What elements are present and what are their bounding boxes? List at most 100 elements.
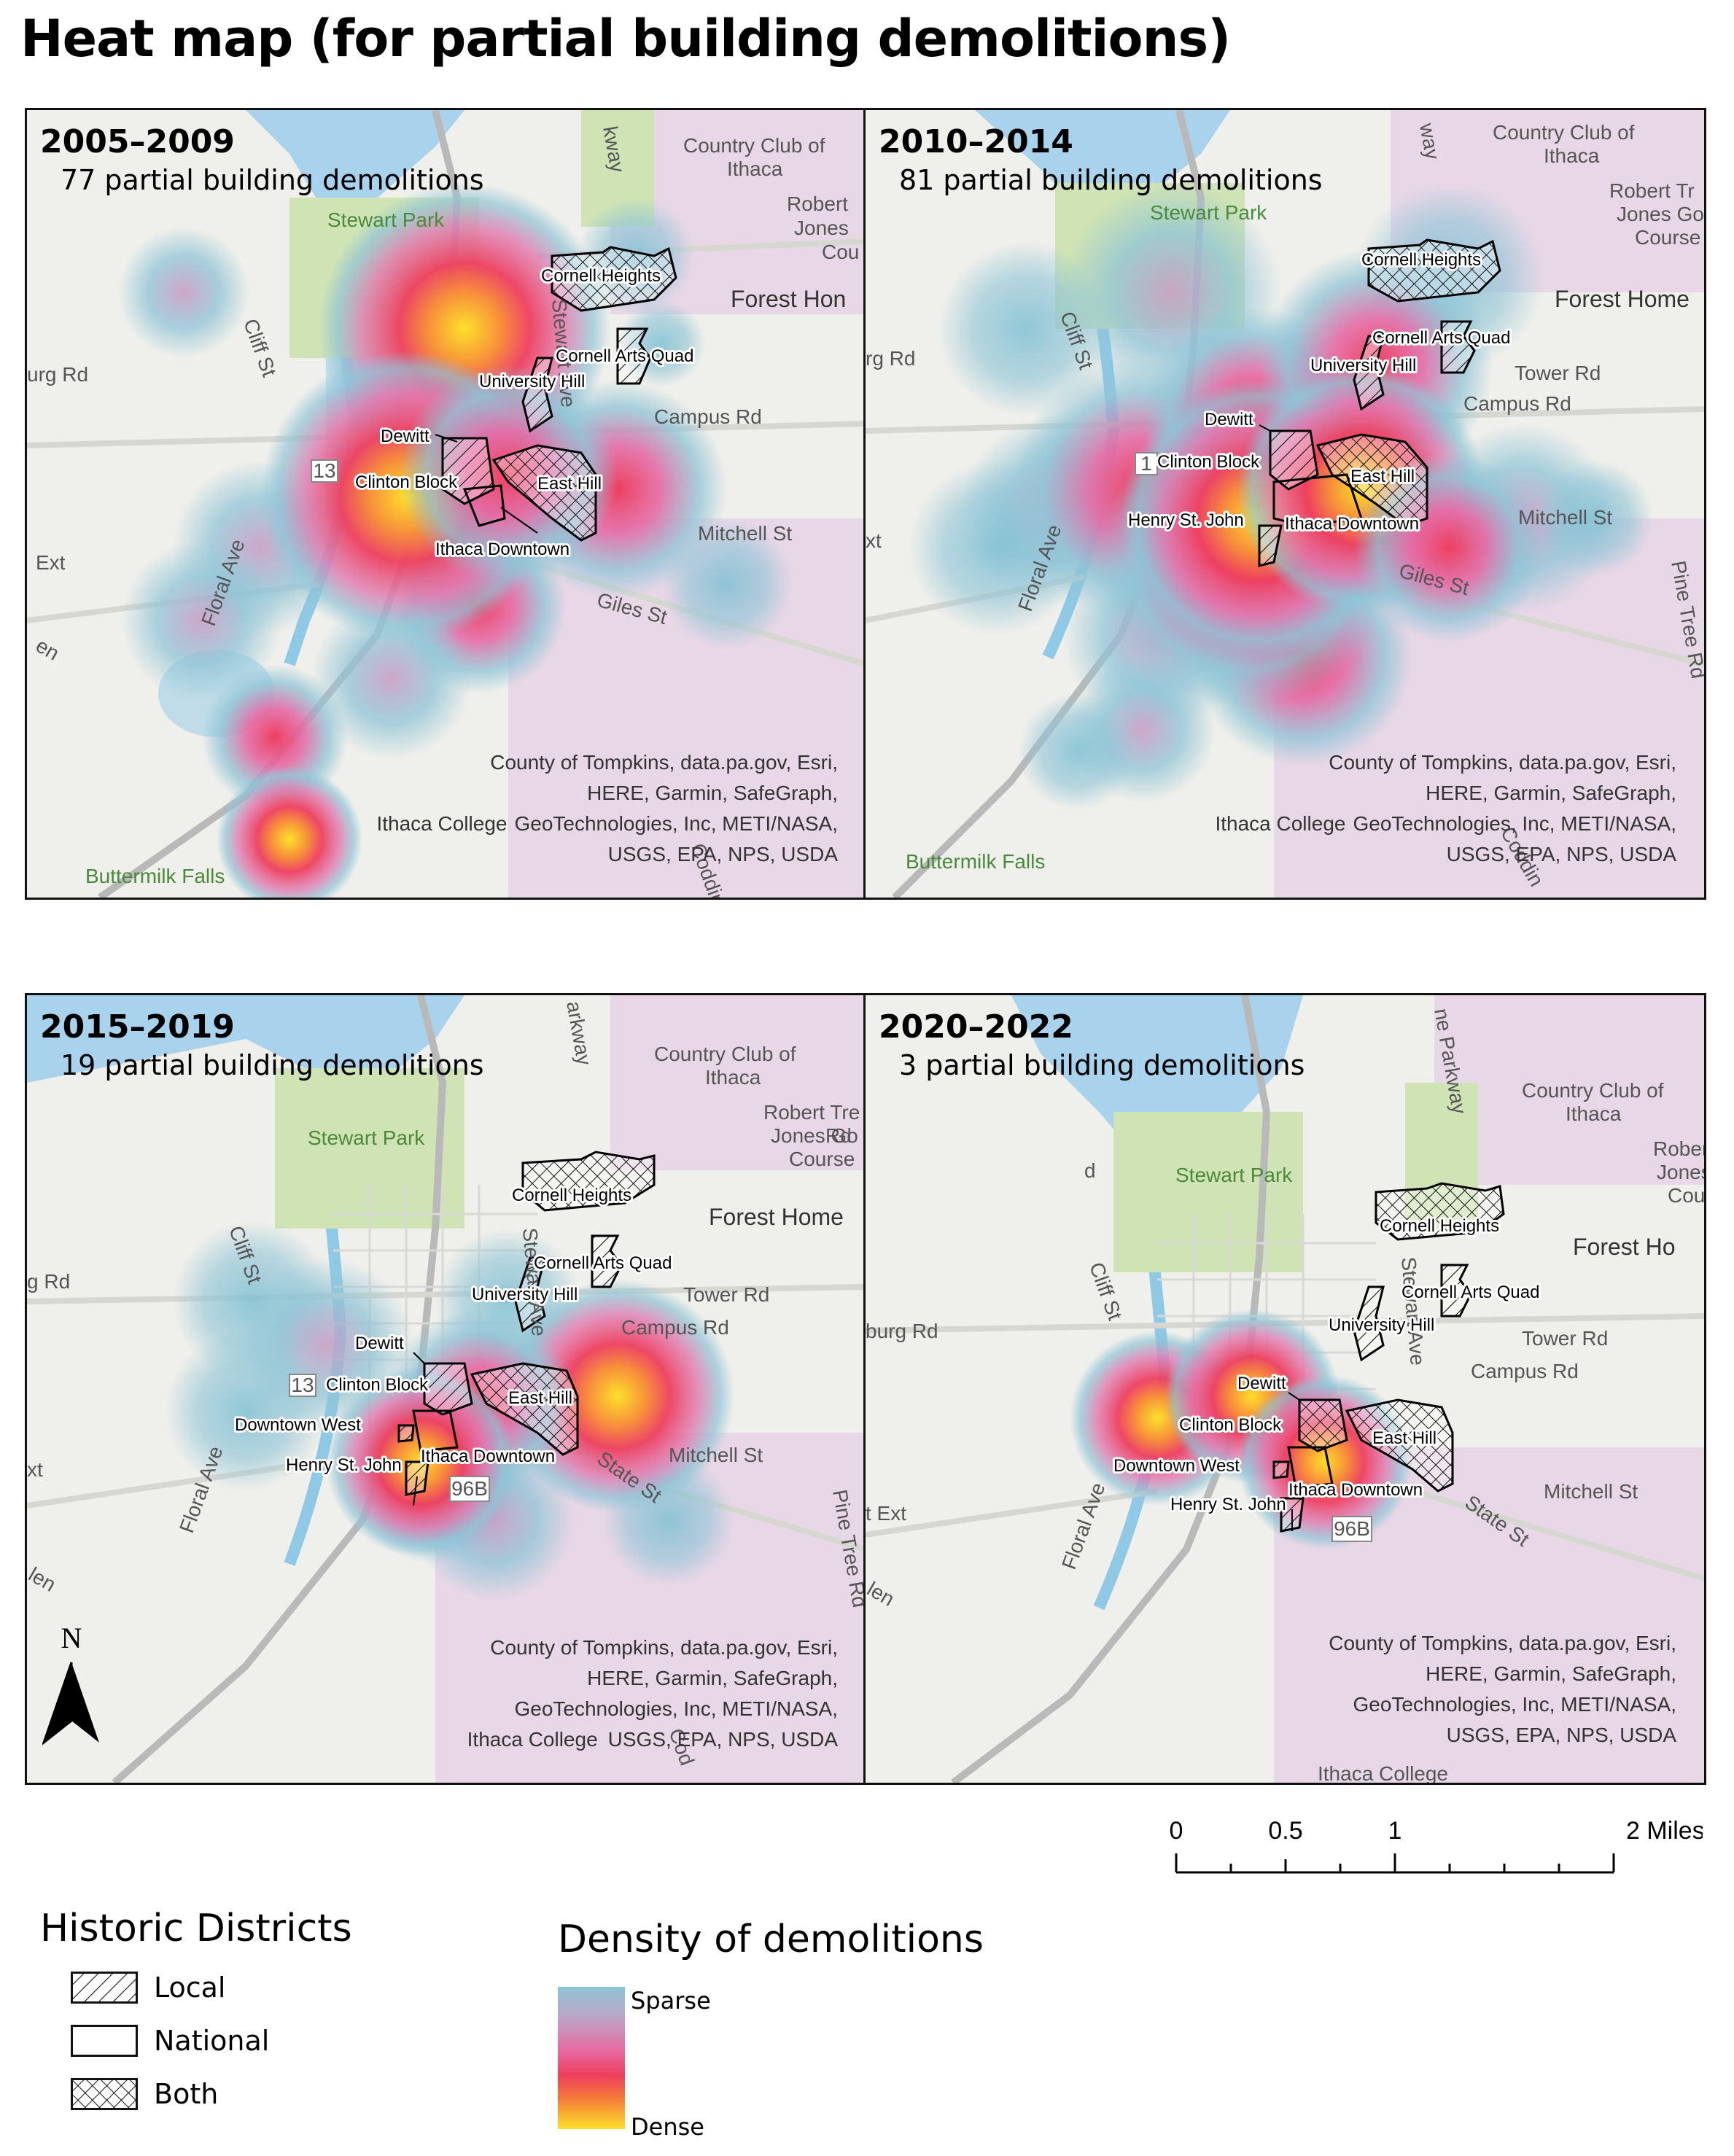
district-label: Cornell Arts Quad — [1401, 1283, 1539, 1302]
place-country-club: Country Club of — [1493, 121, 1635, 144]
place-country-club: Country Club of — [683, 134, 825, 157]
panel-count: 77 partial building demolitions — [61, 164, 484, 196]
road-tower-rd: Tower Rd — [1515, 362, 1601, 384]
place-forest-home: Forest Hon — [731, 286, 846, 312]
road-mitchell-st: Mitchell St — [1518, 506, 1612, 529]
legend-dense: Dense — [631, 2113, 704, 2141]
legend-item-national: National — [40, 2014, 352, 2067]
road-mitchell-st: Mitchell St — [1544, 1480, 1638, 1503]
district-label: Dewitt — [1205, 410, 1253, 429]
road-campus-rd: Campus Rd — [621, 1316, 729, 1339]
attribution: County of Tompkins, data.pa.gov, Esri, HE… — [1215, 751, 1676, 865]
district-label: Downtown West — [1113, 1456, 1240, 1476]
place-course: Course — [1635, 226, 1700, 249]
district-label: Henry St. John — [1128, 510, 1244, 530]
district-label: Ithaca Downtown — [1285, 514, 1419, 534]
svg-text:1: 1 — [1388, 1817, 1402, 1845]
road-d: d — [1084, 1159, 1096, 1182]
district-label: Cornell Arts Quad — [556, 346, 693, 366]
panel-period: 2020–2022 — [879, 1008, 1073, 1046]
density-color-ramp — [558, 1987, 625, 2129]
district-label: Cornell Heights — [512, 1186, 631, 1205]
district-label: Ithaca Downtown — [435, 540, 569, 559]
legend-item-both: Both — [40, 2067, 352, 2120]
district-label: University Hill — [1329, 1315, 1434, 1335]
place-country-club: Country Club of — [654, 1043, 796, 1065]
route-96b-label: 96B — [451, 1477, 488, 1500]
road-mitchell-st: Mitchell St — [669, 1444, 763, 1466]
district-label: Downtown West — [235, 1415, 361, 1435]
road-g-rd: g Rd — [27, 1270, 70, 1293]
route-13-label: 13 — [291, 1374, 314, 1396]
place-ithaca-college: Ithaca College — [1318, 1762, 1449, 1785]
place-forest-home: Forest Ho — [1573, 1234, 1675, 1260]
place-jones: Jones — [1657, 1161, 1704, 1183]
road-mitchell-st: Mitchell St — [698, 522, 792, 545]
road-tower-rd: Tower Rd — [1522, 1327, 1608, 1350]
place-robert: Robert — [787, 192, 848, 215]
district-label: East Hill — [1372, 1428, 1436, 1448]
place-stewart-park: Stewart Park — [1175, 1164, 1293, 1186]
svg-text:N: N — [61, 1622, 82, 1654]
panel-count: 3 partial building demolitions — [899, 1049, 1305, 1081]
route-96b-label: 96B — [1334, 1517, 1370, 1540]
basemap: 13 96B Stewart Park Country Club of Itha… — [27, 995, 866, 1783]
place-forest-home: Forest Home — [709, 1204, 844, 1230]
north-arrow-icon: N — [42, 1622, 99, 1746]
basemap: 13 Stewart Park Country Club of Ithaca R… — [27, 110, 866, 898]
basemap: 1 Stewart Park Country Club of Ithaca Ro… — [866, 110, 1704, 898]
legend-historic-districts: Historic Districts Local National Both — [40, 1907, 352, 2120]
district-label: Dewitt — [355, 1334, 404, 1353]
district-label: East Hill — [1350, 467, 1415, 486]
place-buttermilk-falls: Buttermilk Falls — [906, 850, 1045, 873]
district-label: Dewitt — [381, 427, 429, 446]
outline-swatch-icon — [71, 2024, 138, 2057]
place-course: Course — [789, 1148, 855, 1170]
place-cou: Cou — [1668, 1184, 1704, 1207]
district-label: Henry St. John — [286, 1455, 402, 1475]
legend-title: Historic Districts — [40, 1907, 352, 1950]
road-tower-rd: Tower Rd — [683, 1283, 769, 1306]
district-label: Cornell Heights — [1380, 1216, 1499, 1236]
attribution: County of Tompkins, data.pa.gov, Esri, HE… — [1329, 1632, 1676, 1746]
road-campus-rd: Campus Rd — [654, 405, 762, 428]
district-label: Clinton Block — [355, 472, 458, 492]
district-label: Cornell Heights — [541, 266, 661, 286]
legend-item-local: Local — [40, 1961, 352, 2014]
basemap: 96B Stewart Park Country Club of Ithaca … — [866, 995, 1704, 1783]
place-cou: Cou — [822, 241, 859, 263]
place-robert: Robert Tr — [1609, 179, 1695, 202]
road-campus-rd: Campus Rd — [1463, 392, 1571, 415]
place-jones: Jones — [794, 217, 849, 239]
map-panel-2010-2014: 1 Stewart Park Country Club of Ithaca Ro… — [863, 108, 1706, 900]
place-ithaca-college: Ithaca College — [376, 812, 508, 835]
district-label: Cornell Arts Quad — [534, 1253, 672, 1273]
map-panel-2015-2019: 13 96B Stewart Park Country Club of Itha… — [25, 993, 868, 1785]
district-label: Clinton Block — [1179, 1415, 1282, 1435]
place-forest-home: Forest Home — [1555, 286, 1690, 312]
road-rg-rd: rg Rd — [866, 347, 915, 370]
crosshatch-swatch-icon — [71, 2077, 138, 2110]
road-ext: t Ext — [866, 1502, 906, 1525]
attribution: County of Tompkins, data.pa.gov, Esri, HE… — [376, 751, 838, 865]
place-ithaca: Ithaca — [1566, 1102, 1622, 1125]
panel-count: 19 partial building demolitions — [61, 1049, 484, 1081]
district-label: University Hill — [479, 372, 585, 392]
district-label: Henry St. John — [1170, 1495, 1286, 1514]
district-label: Ithaca Downtown — [1288, 1480, 1423, 1500]
place-jones: Jones Go — [1617, 203, 1704, 225]
panel-period: 2010–2014 — [879, 123, 1073, 160]
scale-bar: 0 0.5 1 2 Miles — [1170, 1817, 1703, 1874]
place-ithaca-college: Ithaca College — [467, 1728, 598, 1751]
hatch-swatch-icon — [71, 1971, 138, 2004]
figure-title: Heat map (for partial building demolitio… — [20, 9, 1231, 69]
map-panel-2005-2009: 13 Stewart Park Country Club of Ithaca R… — [25, 108, 868, 900]
place-buttermilk-falls: Buttermilk Falls — [85, 865, 225, 887]
road-xt: xt — [866, 529, 882, 552]
place-stewart-park: Stewart Park — [308, 1126, 425, 1149]
legend-sparse: Sparse — [631, 1987, 711, 2015]
legend-title: Density of demolitions — [558, 1918, 984, 1961]
place-jones: Jones Go — [771, 1124, 858, 1147]
district-label: Cornell Heights — [1361, 250, 1481, 270]
district-label: Dewitt — [1237, 1374, 1286, 1393]
